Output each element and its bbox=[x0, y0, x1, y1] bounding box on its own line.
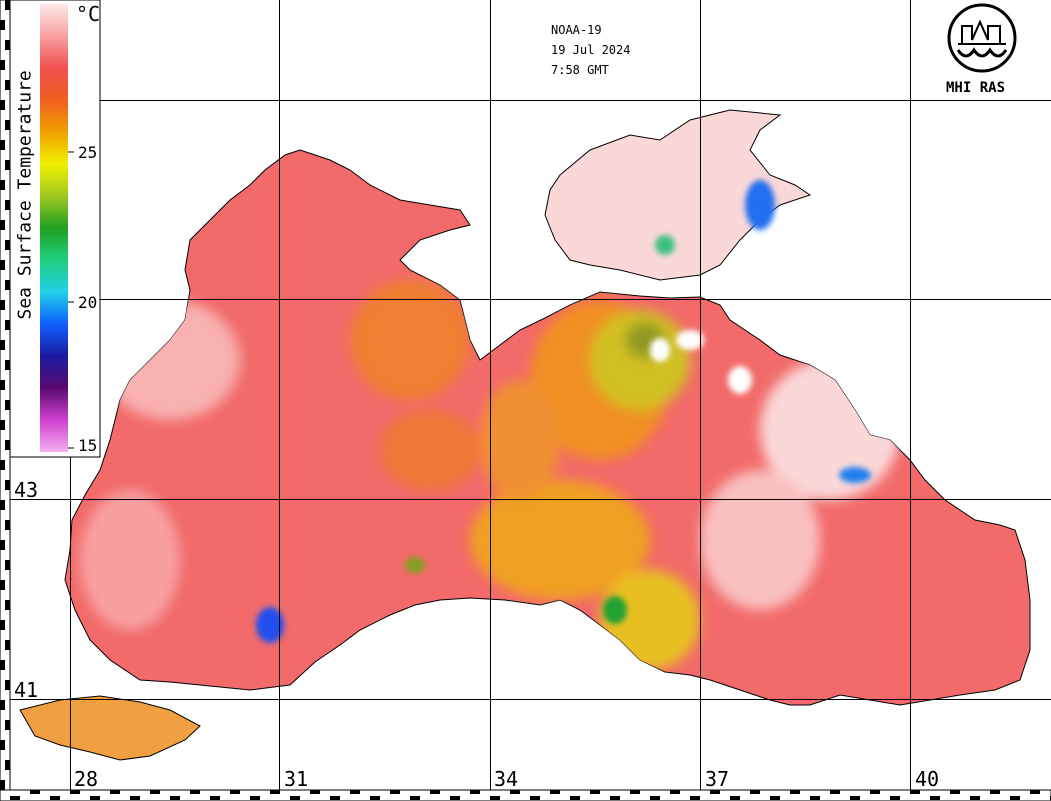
colorbar-tick-label: 15 bbox=[78, 436, 98, 455]
satellite-name: NOAA-19 bbox=[551, 23, 602, 37]
logo-label: MHI RAS bbox=[946, 80, 1006, 96]
lon-label: 34 bbox=[494, 767, 519, 791]
sst-patches bbox=[65, 280, 900, 705]
colorbar-unit: °C bbox=[76, 2, 101, 26]
colorbar-title: Sea Surface Temperature bbox=[14, 70, 36, 320]
graticule bbox=[10, 0, 1051, 790]
lon-label: 40 bbox=[915, 767, 940, 791]
black-sea bbox=[64, 149, 1031, 706]
lat-label: 41 bbox=[14, 678, 39, 702]
lat-label: 43 bbox=[14, 478, 39, 502]
colorbar-tick-label: 25 bbox=[78, 143, 98, 162]
acquisition-date: 19 Jul 2024 bbox=[551, 43, 631, 57]
sea-of-marmara bbox=[19, 695, 201, 761]
colorbar bbox=[9, 0, 101, 458]
logo-waves bbox=[956, 47, 1008, 58]
lon-label: 31 bbox=[284, 767, 309, 791]
mhi-ras-logo bbox=[947, 3, 1017, 73]
lon-label: 28 bbox=[74, 767, 99, 791]
acquisition-time: 7:58 GMT bbox=[551, 63, 609, 77]
logo-circle bbox=[947, 3, 1017, 73]
sea-of-azov bbox=[544, 109, 812, 281]
colorbar-ramp bbox=[40, 4, 68, 452]
colorbar-tick-label: 20 bbox=[78, 293, 98, 312]
lon-label: 37 bbox=[705, 767, 730, 791]
